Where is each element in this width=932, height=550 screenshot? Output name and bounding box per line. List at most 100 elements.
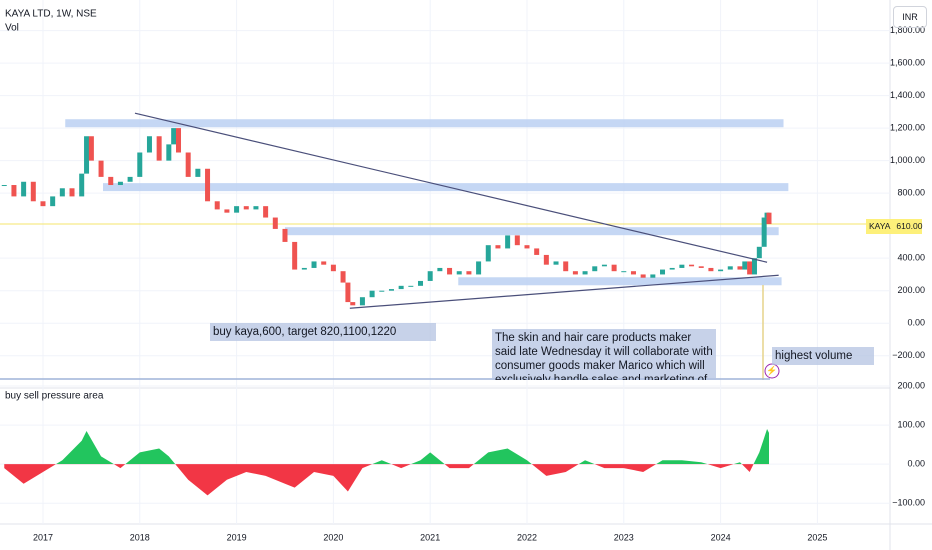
candle xyxy=(418,280,424,286)
candle xyxy=(650,274,656,278)
y-tick-label: 800.00 xyxy=(897,188,925,198)
candle xyxy=(534,248,540,255)
candle xyxy=(330,264,336,272)
candle xyxy=(108,176,114,186)
candle xyxy=(514,235,520,246)
candle xyxy=(369,290,375,298)
candle xyxy=(166,144,172,161)
candle xyxy=(660,269,666,275)
y-tick-label: 1,800.00 xyxy=(890,25,925,35)
candle xyxy=(263,206,269,218)
candle xyxy=(1,185,7,187)
x-tick-label: 2023 xyxy=(614,532,634,542)
y-tick-label: 400.00 xyxy=(897,253,925,263)
last-price: 610.00 xyxy=(896,221,923,231)
candle xyxy=(553,261,559,265)
candle xyxy=(127,176,133,182)
candle xyxy=(742,261,748,270)
candle xyxy=(398,285,404,290)
x-tick-label: 2017 xyxy=(33,532,53,542)
oscillator-title: buy sell pressure area xyxy=(5,391,104,402)
candle xyxy=(379,290,385,292)
candle xyxy=(224,209,230,213)
candle xyxy=(176,128,182,153)
candle xyxy=(466,271,472,275)
x-tick-label: 2019 xyxy=(227,532,247,542)
candle xyxy=(79,173,85,197)
candle xyxy=(272,217,278,229)
candle xyxy=(747,261,753,275)
trend-line xyxy=(349,274,779,309)
candle xyxy=(761,217,767,247)
candle xyxy=(427,271,433,281)
y-tick-label: −100.00 xyxy=(892,498,925,508)
y-tick-label: 1,200.00 xyxy=(890,122,925,132)
candle xyxy=(563,261,569,272)
price-tag: KAYA 610.00 xyxy=(866,219,922,234)
candle xyxy=(117,181,123,186)
candle xyxy=(495,245,501,249)
candle xyxy=(621,271,627,273)
y-tick-label: 1,600.00 xyxy=(890,57,925,67)
y-tick-label: 100.00 xyxy=(897,419,925,429)
candle xyxy=(59,188,65,197)
candle xyxy=(292,241,298,270)
trend-line xyxy=(134,112,768,263)
zone xyxy=(284,227,779,236)
zone xyxy=(102,183,789,192)
candle xyxy=(282,228,288,242)
candle xyxy=(214,201,220,210)
candle xyxy=(524,245,530,249)
candle xyxy=(84,136,90,174)
x-tick-label: 2021 xyxy=(420,532,440,542)
candle xyxy=(69,188,75,197)
candle xyxy=(21,181,27,197)
zone xyxy=(458,277,782,286)
candle xyxy=(718,269,724,272)
currency[interactable]: INR xyxy=(893,6,927,28)
candle xyxy=(137,152,143,177)
symbol: KAYA xyxy=(869,221,891,231)
candle xyxy=(601,264,607,267)
candle xyxy=(146,136,152,153)
candle xyxy=(582,271,588,275)
candle xyxy=(359,297,365,306)
candle xyxy=(11,185,17,197)
annotation[interactable]: highest volume ever xyxy=(772,347,874,365)
candle xyxy=(679,264,685,268)
candle xyxy=(630,271,636,275)
candle xyxy=(301,267,307,270)
candle xyxy=(698,266,704,268)
volume-label: Vol xyxy=(5,23,19,34)
candle xyxy=(30,181,36,202)
chart-title: KAYA LTD, 1W, NSE xyxy=(5,9,97,20)
candle xyxy=(437,267,443,272)
annotation[interactable]: buy kaya,600, target 820,1100,1220 xyxy=(210,323,436,341)
candle xyxy=(171,128,177,145)
candle xyxy=(40,201,46,207)
pressure-area-down xyxy=(4,464,769,496)
candle xyxy=(234,206,240,213)
candle xyxy=(456,271,462,275)
candle xyxy=(50,196,56,207)
x-tick-label: 2022 xyxy=(517,532,537,542)
candle xyxy=(350,302,356,306)
candle xyxy=(543,254,549,265)
candle xyxy=(737,266,743,270)
candle xyxy=(98,160,104,177)
annotation[interactable]: The skin and hair care products maker sa… xyxy=(492,329,716,380)
pressure-area-up xyxy=(56,428,769,464)
candle xyxy=(253,206,259,210)
candle xyxy=(156,136,162,161)
candle xyxy=(756,246,762,259)
candle xyxy=(340,271,346,283)
candle xyxy=(505,235,511,249)
candle xyxy=(572,271,578,275)
y-tick-label: 0.00 xyxy=(907,459,925,469)
candle xyxy=(611,264,617,272)
candle xyxy=(195,168,201,177)
y-tick-label: −200.00 xyxy=(892,350,925,360)
candle xyxy=(185,152,191,177)
